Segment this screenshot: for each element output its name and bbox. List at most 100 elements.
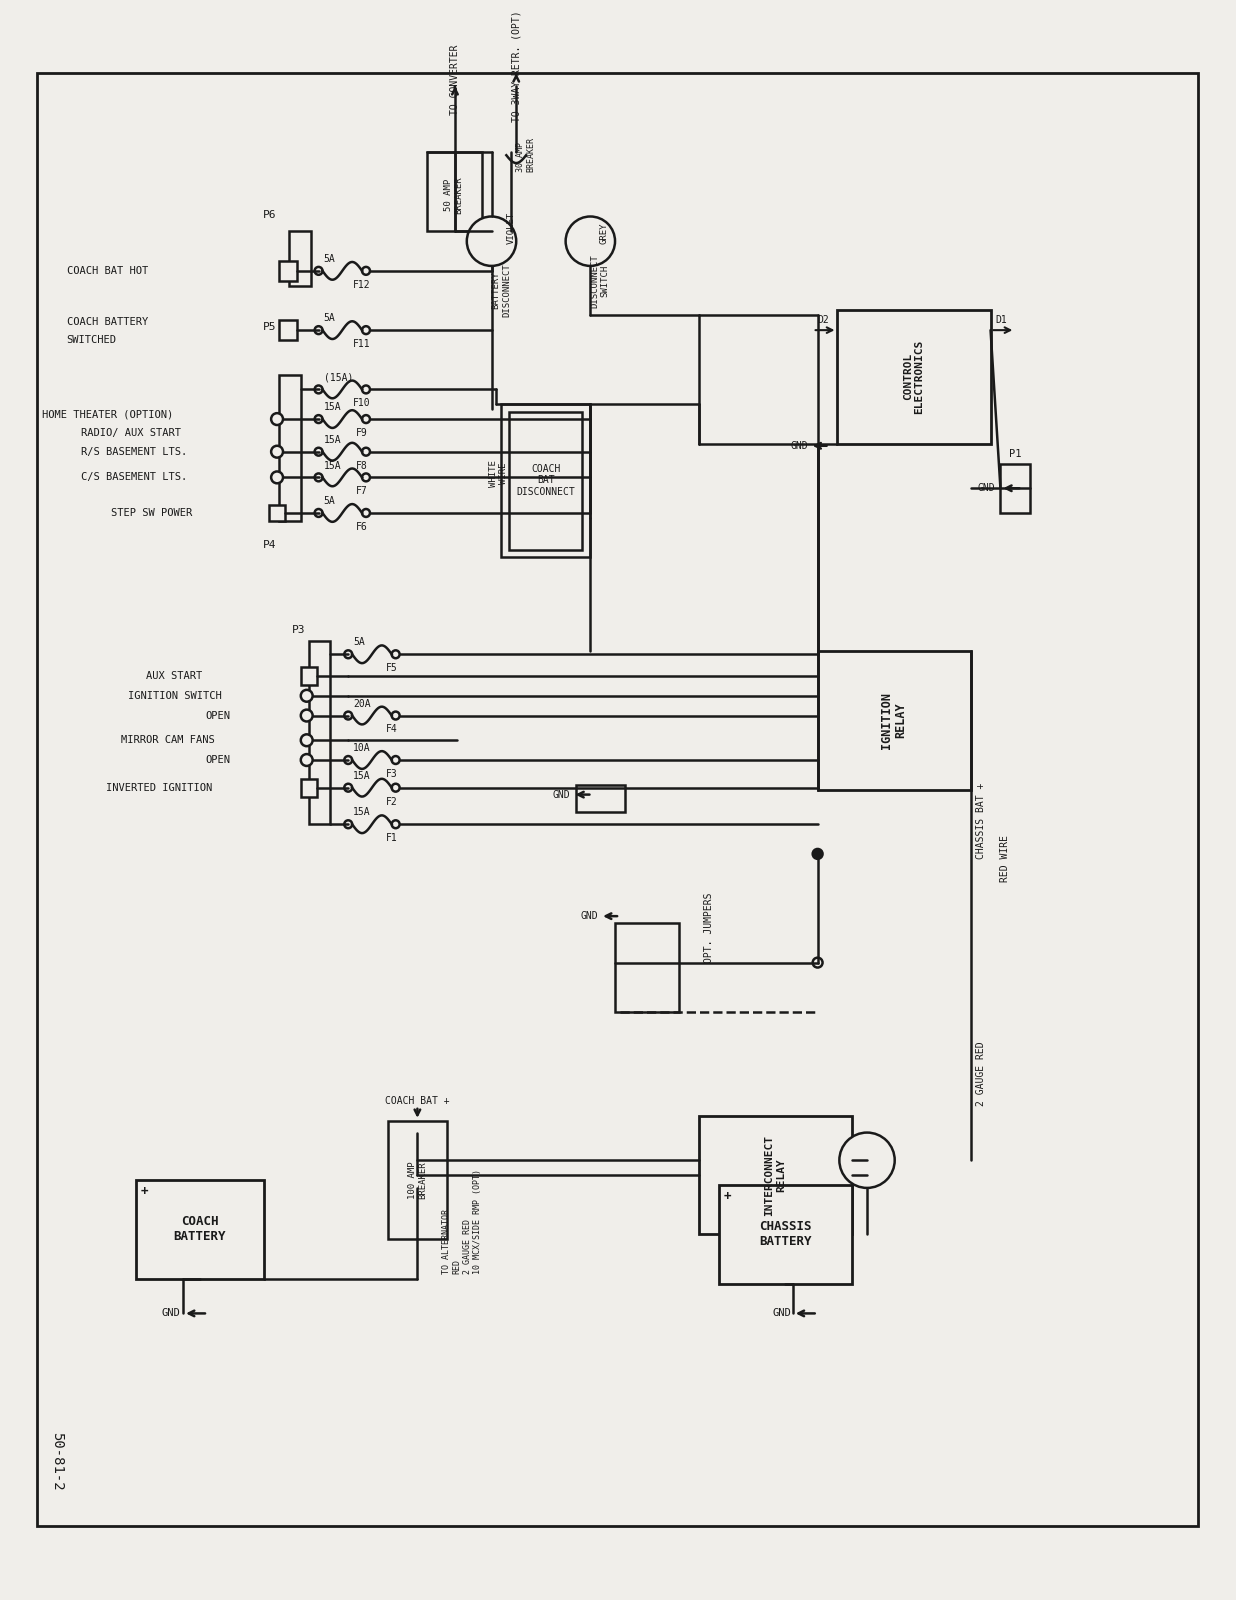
Text: AUX START: AUX START xyxy=(146,670,201,682)
Circle shape xyxy=(300,710,313,722)
Text: GND: GND xyxy=(790,440,808,451)
Bar xyxy=(300,779,316,797)
Circle shape xyxy=(392,757,399,763)
Text: C/S BASEMENT LTS.: C/S BASEMENT LTS. xyxy=(82,472,188,482)
Text: CHASSIS
BATTERY: CHASSIS BATTERY xyxy=(759,1221,811,1248)
Circle shape xyxy=(362,448,370,456)
Bar xyxy=(837,310,990,443)
Circle shape xyxy=(271,413,283,426)
Text: COACH BATTERY: COACH BATTERY xyxy=(67,317,148,328)
Circle shape xyxy=(345,821,352,829)
Text: F11: F11 xyxy=(353,339,371,349)
Text: R/S BASEMENT LTS.: R/S BASEMENT LTS. xyxy=(82,446,188,456)
Text: GND: GND xyxy=(552,790,571,800)
Text: +: + xyxy=(724,1190,732,1203)
Bar xyxy=(388,1120,447,1240)
Bar xyxy=(700,1115,852,1234)
Bar xyxy=(616,923,680,1013)
Circle shape xyxy=(389,1133,445,1187)
Text: GND: GND xyxy=(581,910,598,922)
Circle shape xyxy=(315,509,323,517)
Text: OPEN: OPEN xyxy=(205,710,230,720)
Text: SWITCHED: SWITCHED xyxy=(67,334,116,346)
Text: STEP SW POWER: STEP SW POWER xyxy=(111,507,193,518)
Circle shape xyxy=(813,958,823,968)
Bar xyxy=(309,642,330,824)
Text: TO ALTERNATOR
RED
2 GAUGE RED
10 MCX/SIDE RMP (OPT): TO ALTERNATOR RED 2 GAUGE RED 10 MCX/SID… xyxy=(442,1170,482,1274)
Text: 15A: 15A xyxy=(324,435,341,445)
Text: INVERTED IGNITION: INVERTED IGNITION xyxy=(106,782,213,792)
Text: P6: P6 xyxy=(262,210,276,219)
Bar xyxy=(269,506,286,522)
Circle shape xyxy=(315,386,323,394)
Bar xyxy=(818,651,970,790)
Text: TO 3WAY RETR. (OPT): TO 3WAY RETR. (OPT) xyxy=(512,11,522,122)
Bar xyxy=(279,374,300,522)
Text: IGNITION
RELAY: IGNITION RELAY xyxy=(880,691,907,749)
Circle shape xyxy=(315,326,323,334)
Circle shape xyxy=(839,1133,895,1187)
Text: 100 AMP
BREAKER: 100 AMP BREAKER xyxy=(408,1162,428,1198)
Circle shape xyxy=(271,472,283,483)
Circle shape xyxy=(315,474,323,482)
Circle shape xyxy=(315,414,323,422)
Circle shape xyxy=(345,712,352,720)
Circle shape xyxy=(345,757,352,763)
Text: P5: P5 xyxy=(262,322,276,333)
Text: P1: P1 xyxy=(1009,448,1021,459)
Text: 10A: 10A xyxy=(353,742,371,754)
Circle shape xyxy=(345,784,352,792)
Bar xyxy=(289,232,310,286)
Circle shape xyxy=(362,326,370,334)
Text: 30 AMP
BREAKER: 30 AMP BREAKER xyxy=(517,138,535,173)
Text: 5A: 5A xyxy=(324,314,335,323)
Bar xyxy=(576,784,625,813)
Bar xyxy=(509,413,582,549)
Bar xyxy=(279,261,297,280)
Text: 20A: 20A xyxy=(353,699,371,709)
Text: CHASSIS BAT +: CHASSIS BAT + xyxy=(975,782,985,859)
Circle shape xyxy=(813,850,823,859)
Bar xyxy=(136,1181,265,1278)
Text: 50 AMP
BREAKER: 50 AMP BREAKER xyxy=(444,176,464,213)
Text: 5A: 5A xyxy=(324,496,335,506)
Bar xyxy=(279,320,297,341)
Text: F8: F8 xyxy=(356,461,368,470)
Text: +: + xyxy=(141,1186,148,1198)
Text: 2 GAUGE RED: 2 GAUGE RED xyxy=(975,1042,985,1106)
Bar xyxy=(428,152,482,232)
Circle shape xyxy=(392,784,399,792)
Text: F9: F9 xyxy=(356,427,368,438)
Text: IGNITION SWITCH: IGNITION SWITCH xyxy=(127,691,221,701)
Text: F7: F7 xyxy=(356,486,368,496)
Text: HOME THEATER (OPTION): HOME THEATER (OPTION) xyxy=(42,410,173,419)
Text: COACH BAT HOT: COACH BAT HOT xyxy=(67,266,148,275)
Bar xyxy=(1000,464,1030,514)
Text: DISCONNECT
SWITCH: DISCONNECT SWITCH xyxy=(591,254,609,307)
Circle shape xyxy=(362,386,370,394)
Circle shape xyxy=(392,821,399,829)
Text: COACH
BAT
DISCONNECT: COACH BAT DISCONNECT xyxy=(517,464,575,498)
Text: (15A): (15A) xyxy=(324,373,353,382)
Text: RED WIRE: RED WIRE xyxy=(1000,835,1010,882)
Text: 15A: 15A xyxy=(353,808,371,818)
Text: GREY: GREY xyxy=(599,222,608,245)
Text: BATTERY
DISCONNECT: BATTERY DISCONNECT xyxy=(492,264,510,317)
Text: TO CONVERTER: TO CONVERTER xyxy=(450,45,460,115)
Circle shape xyxy=(345,650,352,658)
Text: F10: F10 xyxy=(353,398,371,408)
Circle shape xyxy=(300,734,313,746)
Text: WHITE
WIRE: WHITE WIRE xyxy=(488,459,508,486)
Text: F5: F5 xyxy=(386,662,398,674)
Text: RADIO/ AUX START: RADIO/ AUX START xyxy=(82,427,182,438)
Bar xyxy=(719,1186,852,1283)
Circle shape xyxy=(271,446,283,458)
Text: COACH
BATTERY: COACH BATTERY xyxy=(174,1216,226,1243)
Text: F2: F2 xyxy=(386,797,398,806)
Circle shape xyxy=(315,267,323,275)
Text: OPT. JUMPERS: OPT. JUMPERS xyxy=(705,893,714,963)
Circle shape xyxy=(315,448,323,456)
Text: GND: GND xyxy=(162,1309,180,1318)
Text: OPEN: OPEN xyxy=(205,755,230,765)
Circle shape xyxy=(392,712,399,720)
